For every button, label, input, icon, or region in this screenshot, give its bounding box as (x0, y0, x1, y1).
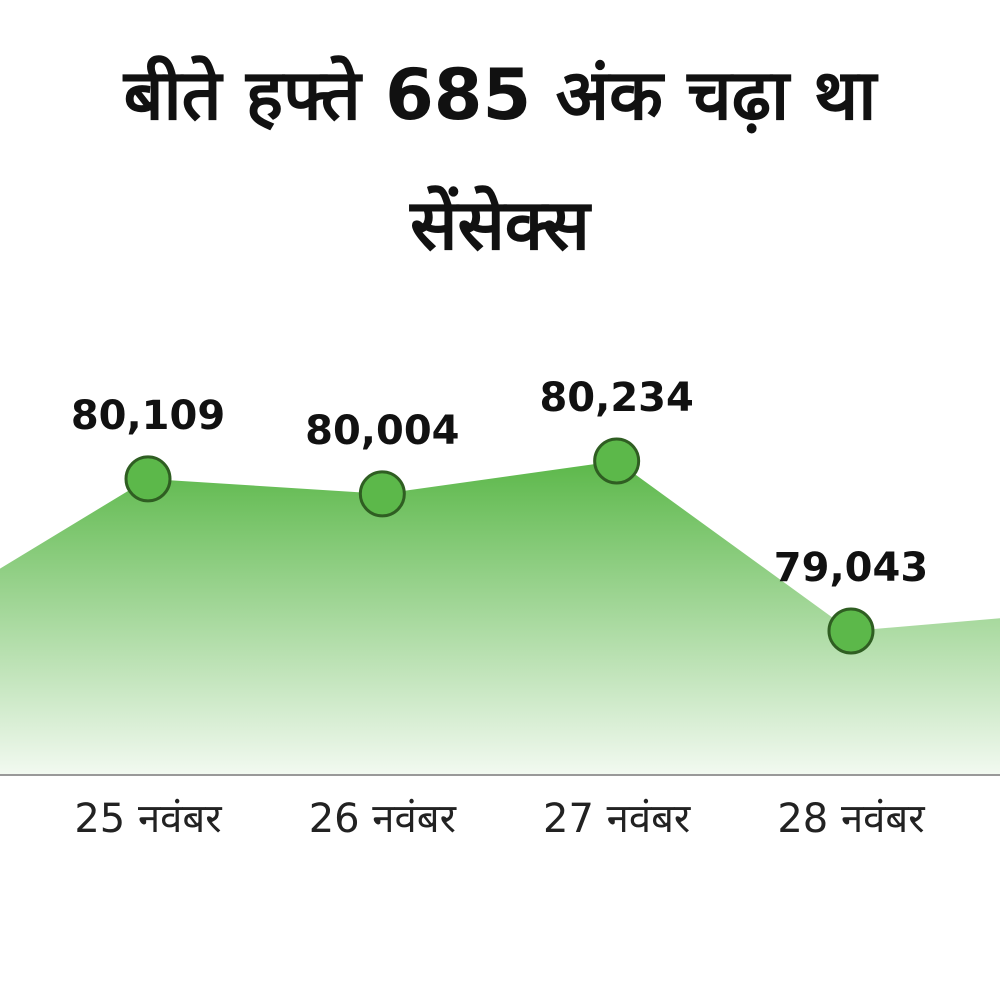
data-label: 79,043 (774, 545, 928, 591)
chart-title: बीते हफ्ते 685 अंक चढ़ा था सेंसेक्स (123, 54, 877, 266)
marker (593, 437, 641, 485)
x-tick-label: 28 नवंबर (777, 796, 925, 842)
x-tick-label: 26 नवंबर (308, 796, 456, 842)
marker (827, 607, 875, 655)
data-label: 80,004 (305, 408, 459, 454)
x-tick-label: 25 नवंबर (74, 796, 222, 842)
data-label: 80,234 (539, 375, 693, 421)
marker (358, 470, 406, 518)
x-tick-label: 27 नवंबर (543, 796, 691, 842)
data-label: 80,109 (71, 393, 225, 439)
area (0, 460, 1000, 775)
marker (124, 455, 172, 503)
